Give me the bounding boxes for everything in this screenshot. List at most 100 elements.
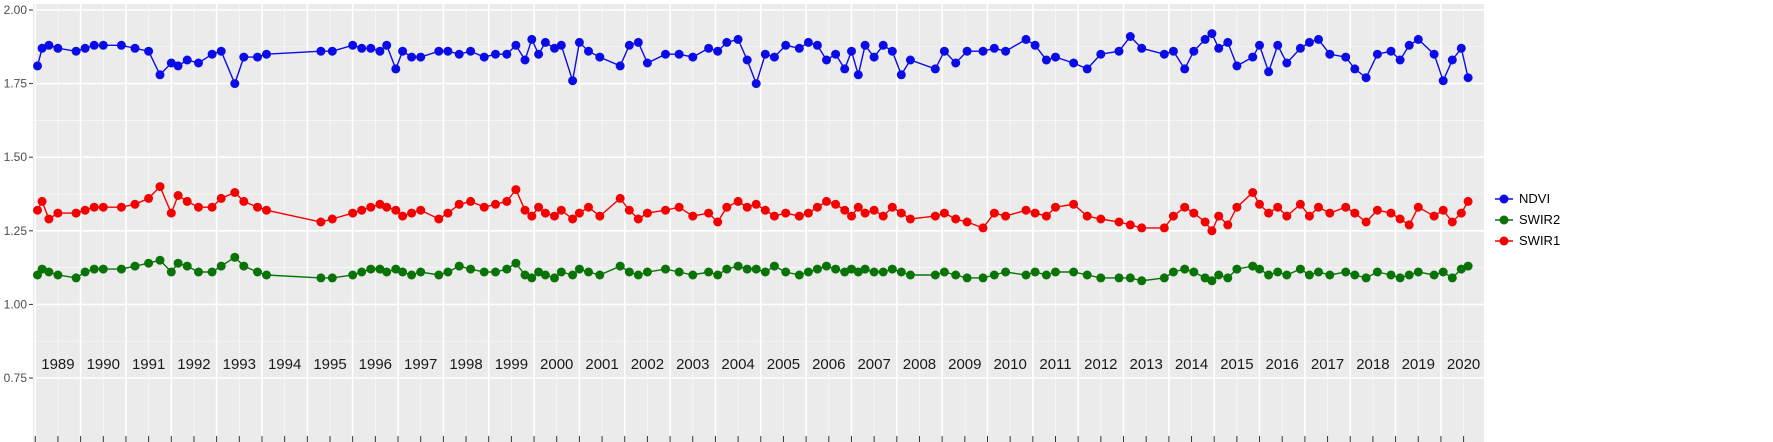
data-point-ndvi xyxy=(207,49,217,59)
data-point-swir2 xyxy=(182,261,192,271)
x-tick-label: 2011 xyxy=(1039,356,1071,373)
data-point-ndvi xyxy=(511,40,521,50)
data-point-swir1 xyxy=(760,205,770,215)
data-point-ndvi xyxy=(1429,49,1439,59)
swir2-series-key-icon xyxy=(1494,212,1514,228)
data-point-swir1 xyxy=(1168,211,1178,221)
data-point-ndvi xyxy=(527,34,537,44)
data-point-swir1 xyxy=(1125,220,1135,230)
data-point-ndvi xyxy=(840,64,850,74)
data-point-ndvi xyxy=(80,43,90,53)
data-point-swir1 xyxy=(1395,214,1405,224)
data-point-swir2 xyxy=(316,273,326,283)
data-point-swir1 xyxy=(713,217,723,227)
data-point-ndvi xyxy=(624,40,634,50)
data-point-ndvi xyxy=(216,46,226,56)
data-point-swir1 xyxy=(348,208,358,218)
data-point-swir2 xyxy=(1021,270,1031,280)
x-tick-label: 2015 xyxy=(1220,356,1253,373)
data-point-ndvi xyxy=(1223,37,1233,47)
data-point-swir2 xyxy=(962,273,972,283)
data-point-swir2 xyxy=(491,267,500,277)
data-point-swir2 xyxy=(860,264,870,274)
data-point-ndvi xyxy=(733,34,743,44)
data-point-swir1 xyxy=(33,205,42,215)
data-point-swir2 xyxy=(1125,273,1135,283)
data-point-swir2 xyxy=(479,267,489,277)
data-point-swir1 xyxy=(327,214,337,224)
data-point-swir1 xyxy=(962,217,972,227)
data-point-swir1 xyxy=(366,202,376,212)
x-tick-label: 2002 xyxy=(631,356,664,373)
data-point-ndvi xyxy=(1114,46,1124,56)
x-tick-label: 2009 xyxy=(948,356,981,373)
data-point-swir2 xyxy=(1325,270,1335,280)
data-point-ndvi xyxy=(1041,55,1051,65)
x-tick-label: 2000 xyxy=(540,356,573,373)
data-point-swir2 xyxy=(704,267,714,277)
data-point-ndvi xyxy=(1021,34,1031,44)
data-point-swir1 xyxy=(661,205,670,215)
data-point-swir1 xyxy=(769,211,779,221)
data-point-ndvi xyxy=(1214,43,1224,53)
data-point-swir2 xyxy=(1114,273,1124,283)
data-point-ndvi xyxy=(550,43,559,53)
data-point-ndvi xyxy=(1341,52,1351,62)
data-point-swir2 xyxy=(144,258,154,268)
data-point-swir2 xyxy=(398,267,408,277)
data-point-swir1 xyxy=(688,211,698,221)
data-point-swir2 xyxy=(1200,273,1210,283)
data-point-swir1 xyxy=(1214,211,1224,221)
x-tick-label: 1993 xyxy=(223,356,256,373)
data-point-swir2 xyxy=(1030,267,1040,277)
data-point-ndvi xyxy=(540,37,550,47)
data-point-swir2 xyxy=(556,267,566,277)
data-point-swir2 xyxy=(847,264,856,274)
data-point-ndvi xyxy=(1361,73,1371,83)
data-point-ndvi xyxy=(1395,55,1405,65)
data-point-swir2 xyxy=(822,261,831,271)
data-point-swir1 xyxy=(1069,199,1079,209)
data-point-ndvi xyxy=(568,76,578,86)
data-point-ndvi xyxy=(847,46,856,56)
data-point-ndvi xyxy=(434,46,444,56)
data-point-swir2 xyxy=(722,264,732,274)
data-point-swir1 xyxy=(1386,208,1396,218)
data-point-swir2 xyxy=(89,264,99,274)
x-tick-label: 1991 xyxy=(132,356,165,373)
legend-item-swir2: SWIR2 xyxy=(1494,210,1560,229)
data-point-ndvi xyxy=(1463,73,1473,83)
data-point-swir2 xyxy=(550,273,559,283)
data-point-ndvi xyxy=(116,40,126,50)
data-point-swir2 xyxy=(502,264,512,274)
data-point-swir1 xyxy=(194,202,203,212)
data-point-swir2 xyxy=(831,264,841,274)
data-point-swir1 xyxy=(751,199,761,209)
data-point-ndvi xyxy=(803,37,813,47)
data-point-swir2 xyxy=(327,273,337,283)
data-point-ndvi xyxy=(1069,58,1079,68)
data-point-swir2 xyxy=(1314,267,1323,277)
data-point-ndvi xyxy=(1314,34,1323,44)
data-point-swir2 xyxy=(1051,267,1060,277)
data-point-ndvi xyxy=(1282,58,1292,68)
x-tick-label: 1996 xyxy=(359,356,392,373)
data-point-ndvi xyxy=(769,52,779,62)
data-point-swir1 xyxy=(407,208,417,218)
data-point-swir2 xyxy=(1096,273,1106,283)
ndvi-series-key-icon xyxy=(1494,191,1514,207)
data-point-swir1 xyxy=(1463,196,1473,206)
data-point-ndvi xyxy=(53,43,63,53)
data-point-swir1 xyxy=(434,214,444,224)
data-point-swir1 xyxy=(722,202,732,212)
data-point-ndvi xyxy=(454,49,464,59)
data-point-swir1 xyxy=(831,199,841,209)
data-point-swir1 xyxy=(624,205,634,215)
data-point-swir1 xyxy=(1223,220,1233,230)
data-point-ndvi xyxy=(89,40,99,50)
data-point-swir1 xyxy=(595,211,605,221)
data-point-ndvi xyxy=(1325,49,1335,59)
data-point-swir2 xyxy=(939,267,949,277)
data-point-swir1 xyxy=(1404,220,1414,230)
data-point-swir1 xyxy=(53,208,63,218)
